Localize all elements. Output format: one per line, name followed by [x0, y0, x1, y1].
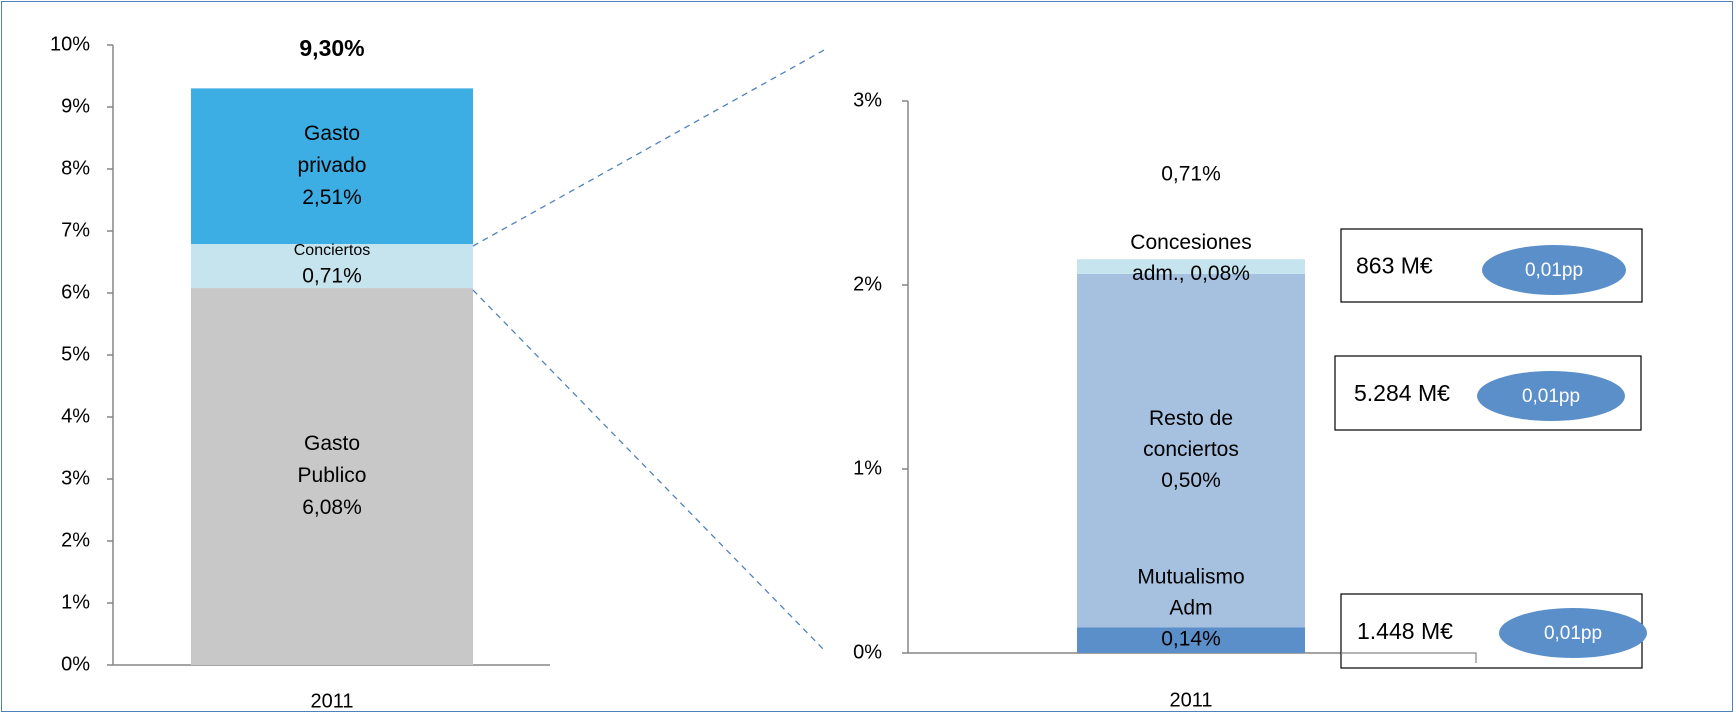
y-tick-label: 7% — [61, 219, 90, 241]
y-tick-label: 1% — [61, 591, 90, 613]
segment-label: Conciertos — [294, 242, 370, 259]
segment-label: Adm — [1169, 597, 1212, 620]
y-tick-label: 8% — [61, 157, 90, 179]
y-tick-label: 2% — [853, 273, 882, 295]
segment-label: Gasto — [304, 432, 360, 455]
left-chart: 0% 1% 2% 3% 4% 5% 6% 7% 8% 9% 10% Gasto Publico 6,08%… — [50, 33, 550, 712]
connector-line-bottom — [472, 289, 827, 653]
x-category-label: 2011 — [1169, 689, 1212, 711]
change-label: 0,01pp — [1525, 260, 1583, 281]
y-tick-label: 9% — [61, 95, 90, 117]
segment-label: conciertos — [1143, 438, 1239, 461]
segment-label: 0,71% — [302, 265, 362, 288]
segment-label: 0,50% — [1161, 469, 1221, 492]
segment-label: 0,14% — [1161, 628, 1221, 651]
callout-amount: 863 M€ — [1356, 253, 1433, 279]
segment-label: 6,08% — [302, 496, 362, 519]
segment-label: Mutualismo — [1137, 566, 1244, 589]
y-tick-label: 4% — [61, 405, 90, 427]
bar-segment — [1077, 259, 1305, 274]
bar-segment — [1077, 273, 1305, 628]
y-tick-label: 5% — [61, 343, 90, 365]
callout-leader-line — [1341, 652, 1477, 663]
change-label: 0,01pp — [1522, 386, 1580, 407]
segment-label: privado — [298, 154, 367, 177]
y-tick-label: 3% — [61, 467, 90, 489]
total-label: 0,71% — [1161, 163, 1221, 186]
segment-label: Concesiones — [1130, 231, 1251, 254]
right-chart: 0% 1% 2% 3% Mutualismo Adm 0,14% Resto de concie… — [853, 89, 1476, 711]
connector-lines — [472, 48, 827, 653]
callout-amount: 1.448 M€ — [1357, 618, 1453, 644]
y-tick-label: 6% — [61, 281, 90, 303]
y-tick-label: 10% — [50, 33, 90, 55]
y-tick-label: 0% — [61, 653, 90, 675]
bar-segment — [1077, 627, 1305, 653]
change-label: 0,01pp — [1544, 623, 1602, 644]
x-category-label: 2011 — [310, 690, 353, 712]
total-label: 9,30% — [299, 35, 364, 61]
segment-label: Gasto — [304, 122, 360, 145]
bar-segment — [191, 244, 473, 289]
segment-label: adm., 0,08% — [1132, 262, 1250, 285]
bar-segment — [191, 288, 473, 665]
y-tick-label: 2% — [61, 529, 90, 551]
y-tick-label: 1% — [853, 457, 882, 479]
segment-label: Publico — [298, 464, 367, 487]
change-bubble — [1482, 245, 1626, 295]
change-bubble — [1499, 608, 1647, 658]
callout-boxes: 863 M€ 0,01pp 5.284 M€ 0,01pp 1.448 M€ 0,01pp — [1334, 228, 1647, 669]
bar-segment — [191, 88, 473, 245]
y-tick-label: 3% — [853, 89, 882, 111]
y-tick-label: 0% — [853, 641, 882, 663]
connector-line-top — [472, 48, 827, 247]
callout-amount: 5.284 M€ — [1354, 380, 1450, 406]
segment-label: Resto de — [1149, 407, 1233, 430]
segment-label: 2,51% — [302, 186, 362, 209]
change-bubble — [1477, 371, 1625, 421]
